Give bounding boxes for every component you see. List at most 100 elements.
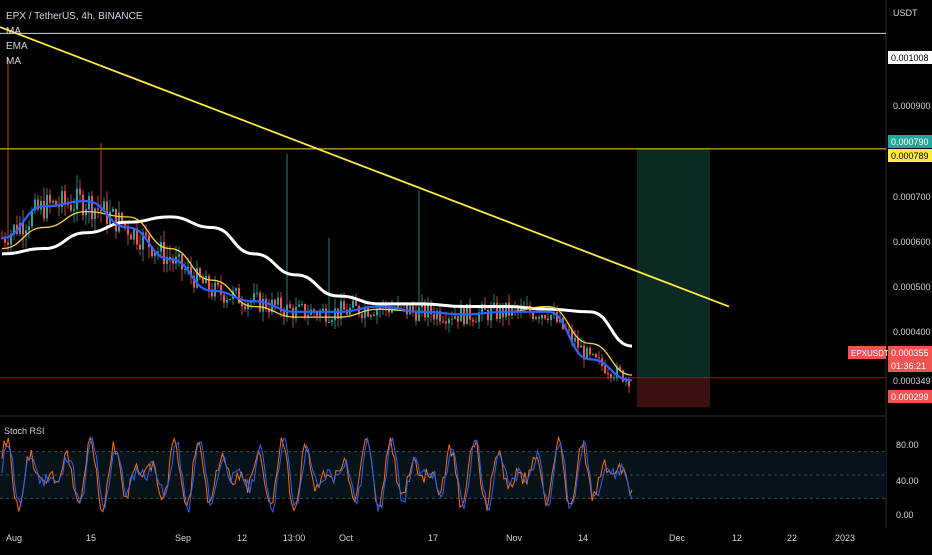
- candle-body: [355, 300, 357, 306]
- candle-body: [154, 252, 156, 257]
- candle-body: [532, 312, 534, 319]
- candle-body: [97, 208, 99, 210]
- candle-body: [568, 329, 570, 331]
- candle-body: [613, 377, 615, 379]
- candle-body: [469, 304, 471, 320]
- candle-body: [478, 312, 480, 322]
- candle-body: [538, 317, 540, 319]
- candle-body: [178, 254, 180, 257]
- candle-body: [475, 321, 477, 323]
- candle-body: [322, 308, 324, 311]
- candle-body: [91, 196, 93, 220]
- candle-body: [424, 302, 426, 318]
- candle-body: [184, 269, 186, 271]
- time-axis[interactable]: Aug 15 Sep 12 13:00 Oct 17 Nov 14 Dec 12 22 2023: [6, 533, 855, 543]
- candle-body: [289, 304, 291, 309]
- horizontal-levels: [0, 0, 887, 528]
- stoch-rsi-pane: [0, 435, 886, 514]
- candles: [1, 58, 630, 394]
- candle-body: [214, 282, 216, 297]
- candle-body: [616, 366, 618, 378]
- time-tick: Dec: [669, 533, 686, 543]
- ticker-badge: [848, 346, 886, 359]
- candle-body: [301, 303, 303, 305]
- candle-body: [583, 345, 585, 360]
- candle-body: [133, 228, 135, 240]
- resistance-price-badge: [888, 149, 932, 162]
- rsi-title: Stoch RSI: [4, 426, 45, 436]
- candle-body: [595, 353, 597, 358]
- candle-body: [172, 260, 174, 264]
- indicator-ema[interactable]: EMA: [6, 41, 28, 52]
- candle-body: [40, 200, 42, 210]
- candle-body: [13, 224, 15, 234]
- high-price-badge: [888, 51, 932, 64]
- target-price-badge: [888, 135, 932, 148]
- candle-body: [580, 345, 582, 348]
- candle-body: [100, 209, 102, 212]
- indicator-ma-2[interactable]: MA: [6, 56, 21, 67]
- candle-body: [220, 285, 222, 295]
- candle-body: [193, 276, 195, 288]
- price-axis[interactable]: USDT 0.000900 0.000700 0.000600 0.000500…: [848, 8, 932, 520]
- time-tick: 17: [428, 533, 438, 543]
- candle-body: [487, 309, 489, 321]
- candle-body: [541, 315, 543, 319]
- time-tick: 2023: [835, 533, 855, 543]
- candle-body: [73, 209, 75, 211]
- candle-body: [433, 314, 435, 320]
- candle-body: [127, 225, 129, 235]
- candle-body: [10, 233, 12, 245]
- candle-body: [4, 238, 6, 243]
- price-tick: 0.000900: [893, 101, 931, 111]
- candle-body: [439, 310, 441, 322]
- chart-legend: EPX / TetherUS, 4h, BINANCE MA EMA MA: [6, 9, 143, 69]
- candle-body: [70, 204, 72, 211]
- candle-body: [67, 203, 69, 205]
- candle-body: [238, 288, 240, 304]
- candle-body: [280, 297, 282, 312]
- candle-body: [307, 314, 309, 318]
- candle-body: [151, 246, 153, 257]
- candle-body: [364, 307, 366, 318]
- candle-body: [124, 223, 126, 226]
- candle-body: [556, 311, 558, 322]
- candle-body: [217, 282, 219, 286]
- candle-body: [235, 288, 237, 291]
- candle-body: [103, 201, 105, 212]
- trendline[interactable]: [0, 26, 730, 308]
- candle-body: [244, 306, 246, 310]
- candle-body: [610, 374, 612, 378]
- candle-body: [43, 200, 45, 219]
- candle-body: [34, 199, 36, 211]
- target-zone: [637, 148, 710, 378]
- candle-body: [406, 304, 408, 315]
- ticker-label: EPXUSDT: [851, 349, 889, 358]
- indicator-ma-1[interactable]: MA: [6, 26, 21, 37]
- candle-body: [391, 308, 393, 313]
- candle-body: [361, 314, 363, 318]
- ma-blue-line: [1, 199, 633, 382]
- moving-averages: [1, 199, 633, 382]
- candle-body: [415, 310, 417, 321]
- candle-body: [316, 312, 318, 316]
- resistance-price-label: 0.000789: [891, 151, 929, 161]
- target-price-label: 0.000790: [891, 137, 929, 147]
- candle-body: [508, 302, 510, 316]
- candle-body: [208, 275, 210, 291]
- trendline-line: [0, 26, 730, 308]
- time-tick: 12: [237, 533, 247, 543]
- rsi-tick: 0.00: [896, 510, 914, 520]
- candle-body: [283, 311, 285, 317]
- candle-body: [292, 308, 294, 319]
- candle-body: [139, 244, 141, 250]
- symbol-title[interactable]: EPX / TetherUS, 4h, BINANCE: [6, 11, 143, 22]
- price-tick: 0.000700: [893, 192, 931, 202]
- candle-body: [187, 266, 189, 270]
- candle-body: [592, 353, 594, 355]
- candle-body: [304, 303, 306, 318]
- candle-body: [574, 337, 576, 342]
- candle-body: [274, 299, 276, 305]
